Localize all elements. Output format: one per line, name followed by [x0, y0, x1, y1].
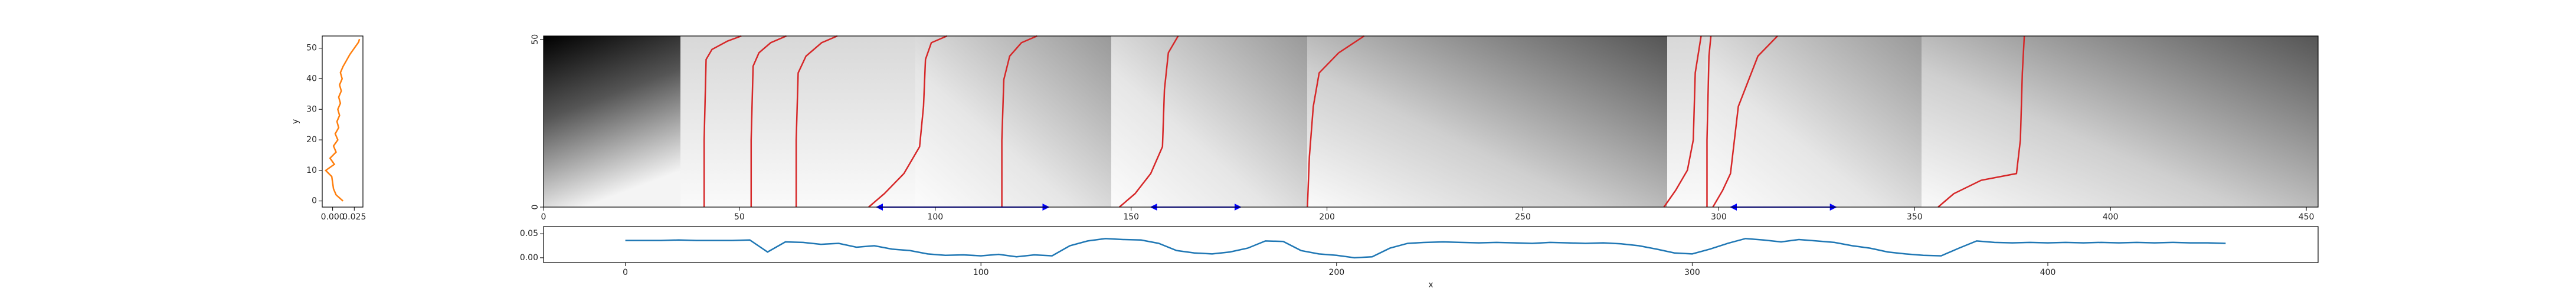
x-tick-label: 200 — [1328, 268, 1344, 277]
y-tick-label: 20 — [306, 135, 317, 145]
y-axis-label: y — [291, 119, 300, 124]
y-tick-label: 40 — [306, 74, 317, 84]
heatmap-image — [544, 36, 2318, 207]
path-line — [1937, 35, 2025, 208]
path-line — [1712, 35, 1778, 208]
x-tick-label: 50 — [734, 212, 745, 222]
axes-frame — [543, 35, 2319, 208]
y-tick-label: 0 — [312, 196, 317, 206]
path-line — [1118, 35, 1179, 208]
y-tick-label: 30 — [306, 104, 317, 114]
x-tick-label: 400 — [2103, 212, 2119, 222]
axes-frame — [543, 226, 2319, 263]
path-line — [1663, 35, 1702, 208]
x-tick-label: 100 — [973, 268, 989, 277]
x-tick-label: 350 — [1907, 212, 1923, 222]
y-tick-label: 0.00 — [520, 253, 538, 263]
x-tick-label: 0.000 — [321, 212, 345, 222]
path-line — [703, 35, 742, 207]
x-tick-label: 300 — [1684, 268, 1700, 277]
x-tick-label: 300 — [1711, 212, 1727, 222]
line-series — [625, 238, 2226, 259]
x-tick-label: 0 — [541, 212, 546, 222]
x-tick-label: 0 — [623, 268, 628, 277]
path-line — [750, 35, 787, 207]
x-tick-label: 0.025 — [342, 212, 366, 222]
y-tick-label: 50 — [306, 44, 317, 53]
path-line — [1001, 35, 1037, 207]
y-tick-label: 0.05 — [520, 229, 538, 238]
path-line — [1706, 35, 1712, 207]
y-tick-label: 10 — [306, 166, 317, 175]
path-line — [1307, 35, 1365, 208]
x-tick-label: 250 — [1515, 212, 1531, 222]
path-line — [795, 35, 838, 207]
x-tick-label: 150 — [1123, 212, 1139, 222]
x-tick-label: 450 — [2299, 212, 2315, 222]
x-tick-label: 100 — [927, 212, 943, 222]
y-tick-label: 50 — [531, 34, 540, 45]
x-axis-label: x — [1428, 280, 1433, 290]
x-tick-label: 200 — [1319, 212, 1335, 222]
y-tick-label: 0 — [531, 205, 540, 210]
x-tick-label: 400 — [2040, 268, 2056, 277]
axes-frame — [322, 35, 364, 208]
path-line — [868, 35, 948, 208]
line-series — [324, 38, 361, 202]
